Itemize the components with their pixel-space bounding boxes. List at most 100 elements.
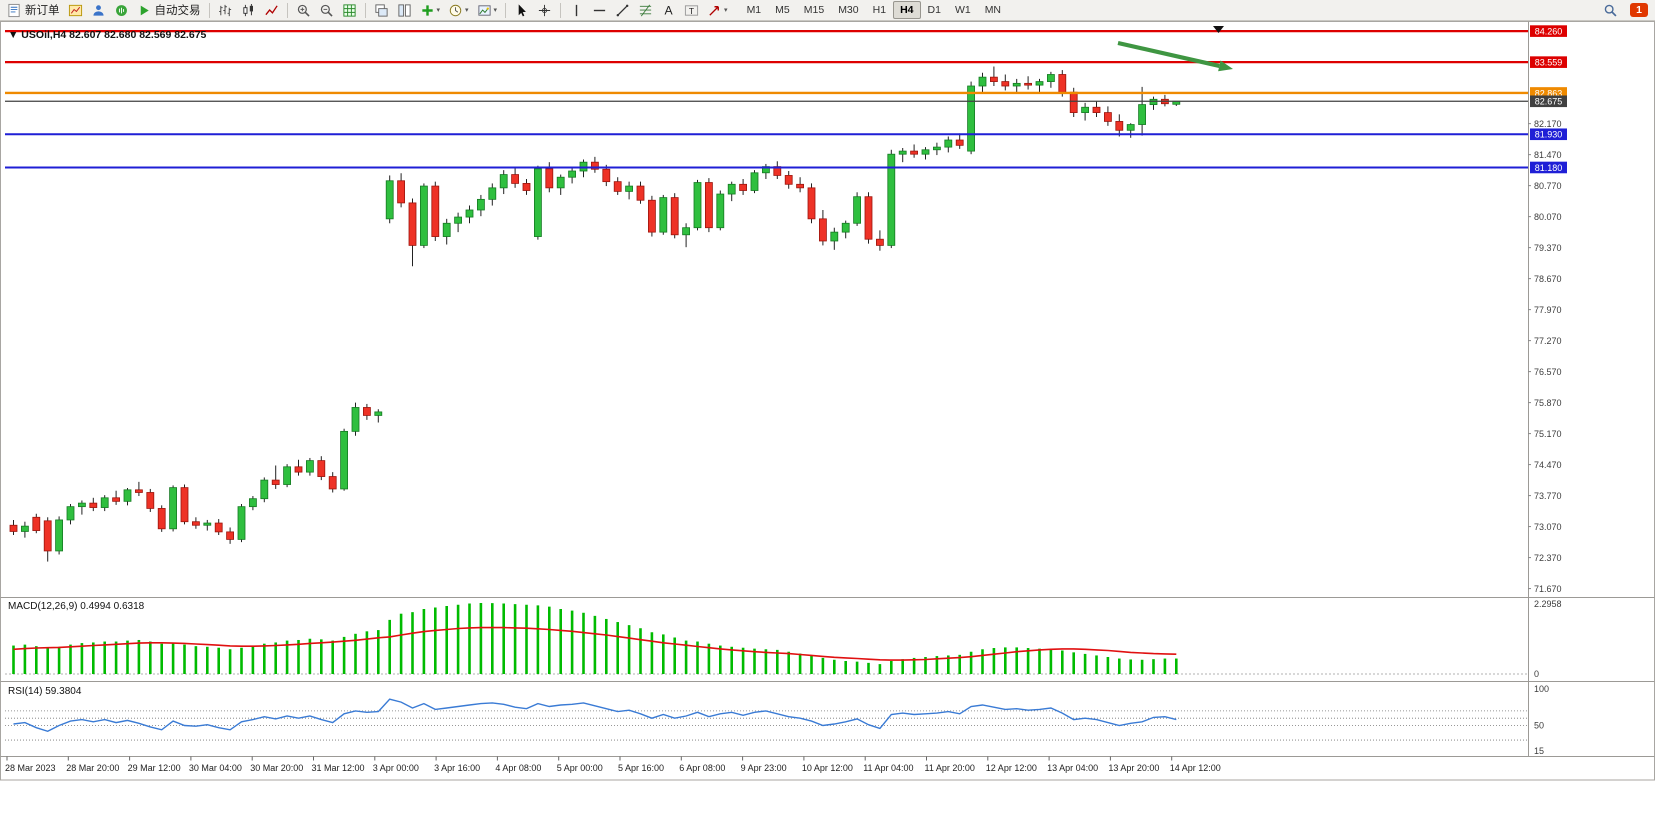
candlestick-chart-button[interactable]: [237, 1, 260, 20]
svg-text:100: 100: [1534, 684, 1549, 694]
timeframe-m30-button[interactable]: M30: [838, 4, 859, 16]
toolbar-separator: [286, 2, 288, 18]
dropdown-arrow-icon[interactable]: ▾: [436, 7, 441, 14]
svg-text:78.670: 78.670: [1534, 274, 1562, 284]
cursor-icon: [514, 3, 529, 18]
text-button[interactable]: A: [657, 1, 680, 20]
price-axis[interactable]: 82.170 81.470 80.770 80.070 79.370 78.670 77.9…: [1528, 119, 1562, 594]
search-button[interactable]: [1599, 1, 1622, 20]
profile-button[interactable]: [87, 1, 110, 20]
svg-text:14 Apr 12:00: 14 Apr 12:00: [1170, 763, 1221, 773]
timeframe-m1-button[interactable]: M1: [746, 4, 762, 16]
rsi-panel: [5, 698, 1528, 741]
svg-text:30 Mar 04:00: 30 Mar 04:00: [189, 763, 242, 773]
clock-icon: [448, 3, 463, 18]
timeframe-h1-button[interactable]: H1: [872, 4, 887, 16]
notification-badge[interactable]: 1: [1630, 3, 1648, 17]
trendline-button[interactable]: [611, 1, 634, 20]
time-axis[interactable]: 28 Mar 2023 28 Mar 20:00 29 Mar 12:00 30 Ma…: [5, 756, 1221, 774]
chart-window: [0, 21, 1655, 781]
toolbar-separator: [208, 2, 210, 18]
breakout-line[interactable]: 82.863: [5, 87, 1567, 99]
chart-shift-button[interactable]: [393, 1, 416, 20]
rsi-label: RSI(14) 59.3804: [8, 686, 82, 697]
horizontal-line-button[interactable]: [588, 1, 611, 20]
svg-text:31 Mar 12:00: 31 Mar 12:00: [312, 763, 365, 773]
dropdown-arrow-icon[interactable]: ▾: [724, 7, 728, 14]
svg-text:73.770: 73.770: [1534, 491, 1562, 501]
line-chart-button[interactable]: [260, 1, 283, 20]
zoom-out-button[interactable]: [315, 1, 338, 20]
new-order-button[interactable]: 新订单: [3, 1, 64, 20]
dropdown-arrow-icon[interactable]: ▾: [465, 7, 469, 14]
svg-text:72.370: 72.370: [1534, 553, 1562, 563]
timeframe-d1-button[interactable]: D1: [927, 4, 941, 16]
svg-text:0: 0: [1534, 669, 1539, 679]
timeframe-bar: M1 M5 M15 M30 H1 H4 D1 W1 MN: [740, 1, 1008, 19]
trend-arrow-annotation[interactable]: [1117, 40, 1233, 72]
profile-icon: [91, 3, 106, 18]
auto-trading-button[interactable]: 自动交易: [133, 1, 205, 20]
svg-text:T: T: [689, 5, 694, 15]
chart-shift-marker[interactable]: [1213, 26, 1224, 33]
svg-text:81.470: 81.470: [1534, 150, 1562, 160]
fibonacci-button[interactable]: [634, 1, 657, 20]
svg-text:75.870: 75.870: [1534, 398, 1562, 408]
indicators-button[interactable]: ▾: [416, 1, 445, 20]
vertical-line-button[interactable]: [565, 1, 588, 20]
indicator-scales: 2.2958 0 100 50 15: [1534, 599, 1562, 756]
svg-text:9 Apr 23:00: 9 Apr 23:00: [741, 763, 787, 773]
auto-trading-button-label: 自动交易: [154, 5, 201, 17]
timeframe-m5-button[interactable]: M5: [775, 4, 790, 16]
toolbar-separator: [560, 2, 562, 18]
svg-text:73.070: 73.070: [1534, 522, 1562, 532]
crosshair-button[interactable]: [533, 1, 556, 20]
bid-price-line[interactable]: 82.675: [5, 95, 1567, 108]
sound-icon: [114, 3, 129, 18]
svg-text:82.170: 82.170: [1534, 119, 1562, 129]
svg-text:81.930: 81.930: [1535, 130, 1563, 140]
periods-button[interactable]: ▾: [444, 1, 473, 20]
candlestick-series: [9, 66, 1181, 562]
new-order-button-label: 新订单: [25, 5, 60, 17]
zoom-out-icon: [319, 3, 334, 18]
svg-text:84.260: 84.260: [1535, 26, 1563, 36]
market-watch-button[interactable]: [110, 1, 133, 20]
vertical-line-icon: [569, 3, 584, 18]
dropdown-arrow-icon[interactable]: ▾: [493, 7, 498, 14]
support-line[interactable]: 81.930: [5, 128, 1567, 141]
svg-text:3 Apr 00:00: 3 Apr 00:00: [373, 763, 419, 773]
timeframe-h4-button[interactable]: H4: [893, 1, 921, 19]
svg-text:71.670: 71.670: [1534, 584, 1562, 594]
toolbar: 新订单 自动交易 ▾ ▾ ▾ A T ▾ M1 M5 M15 M30 H1 H4 D1 W1 MN 1: [0, 0, 1655, 21]
tile-windows-button[interactable]: [338, 1, 361, 20]
timeframe-w1-button[interactable]: W1: [954, 4, 971, 16]
timeframe-m15-button[interactable]: M15: [803, 4, 825, 16]
grid-icon: [342, 3, 357, 18]
macd-label: MACD(12,26,9) 0.4994 0.6318: [8, 601, 145, 612]
bar-chart-button[interactable]: [214, 1, 237, 20]
text-label-button[interactable]: T: [680, 1, 703, 20]
svg-text:30 Mar 20:00: 30 Mar 20:00: [250, 763, 303, 773]
zoom-in-button[interactable]: [292, 1, 315, 20]
bars-icon: [218, 3, 233, 18]
arrow-tools-button[interactable]: ▾: [703, 1, 732, 20]
open-chart-button[interactable]: [64, 1, 87, 20]
svg-text:4 Apr 08:00: 4 Apr 08:00: [495, 763, 541, 773]
timeframe-mn-button[interactable]: MN: [984, 4, 1002, 16]
macd-panel: [5, 603, 1528, 675]
cursor-button[interactable]: [510, 1, 533, 20]
resistance-line-upper[interactable]: 84.260: [5, 25, 1567, 37]
auto-scroll-button[interactable]: [370, 1, 393, 20]
templates-button[interactable]: ▾: [473, 1, 502, 20]
svg-text:76.570: 76.570: [1534, 367, 1562, 377]
support-line-lower[interactable]: 81.180: [5, 161, 1567, 174]
text-icon: A: [661, 3, 676, 18]
svg-text:77.270: 77.270: [1534, 336, 1562, 346]
zoom-in-icon: [296, 3, 311, 18]
svg-text:80.070: 80.070: [1534, 212, 1562, 222]
svg-text:28 Mar 2023: 28 Mar 2023: [5, 763, 56, 773]
resistance-line[interactable]: 83.559: [5, 56, 1567, 68]
